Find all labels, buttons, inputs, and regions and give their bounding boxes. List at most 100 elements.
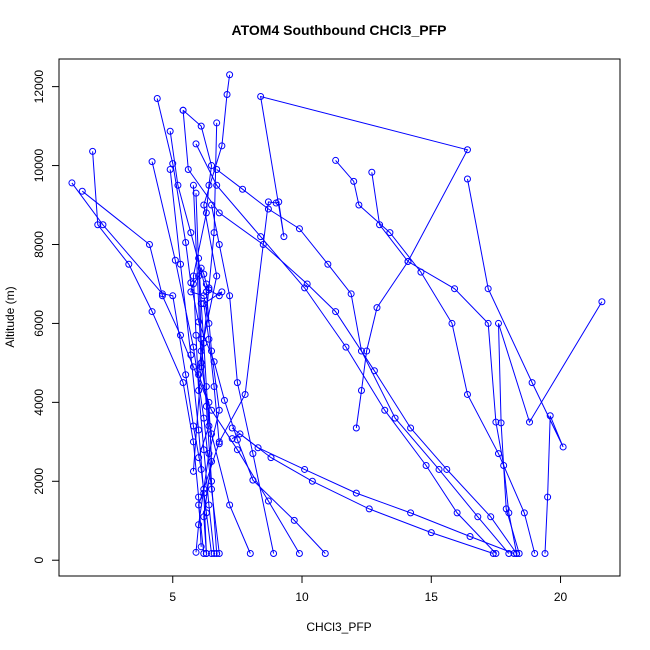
data-point — [233, 446, 241, 454]
data-point — [213, 272, 221, 280]
data-point — [197, 359, 205, 367]
data-point — [215, 292, 223, 300]
data-point — [205, 501, 213, 509]
data-point — [210, 229, 218, 237]
data-point — [210, 550, 218, 558]
data-point — [195, 426, 203, 434]
series-layer — [68, 71, 606, 558]
data-point — [208, 550, 216, 558]
data-point — [352, 489, 360, 497]
data-point — [213, 181, 221, 189]
data-point — [598, 298, 606, 306]
series-15 — [78, 187, 303, 558]
data-point — [189, 181, 197, 189]
data-point — [494, 319, 502, 327]
series-8 — [463, 175, 567, 558]
data-point — [205, 422, 213, 430]
series-9 — [368, 168, 521, 558]
data-point — [202, 383, 210, 391]
data-point — [215, 440, 223, 448]
data-point — [270, 550, 278, 558]
data-point — [510, 550, 518, 558]
data-point — [187, 288, 195, 296]
series-16 — [89, 147, 205, 551]
data-point — [166, 127, 174, 135]
data-point — [463, 175, 471, 183]
data-point — [544, 493, 552, 501]
series-line — [371, 172, 518, 554]
data-point — [78, 187, 86, 195]
data-point — [226, 71, 234, 79]
data-point — [451, 285, 459, 293]
data-point — [489, 550, 497, 558]
data-point — [466, 533, 474, 541]
series-line — [71, 182, 212, 554]
data-point — [197, 543, 205, 551]
data-point — [202, 550, 210, 558]
data-point — [220, 396, 228, 404]
series-14 — [208, 201, 278, 558]
series-6 — [192, 140, 500, 558]
data-point — [391, 414, 399, 422]
data-point — [352, 424, 360, 432]
data-point — [443, 465, 451, 473]
series-2 — [195, 71, 234, 558]
data-point — [407, 424, 415, 432]
data-point — [376, 221, 384, 229]
series-23 — [192, 189, 221, 558]
data-point — [182, 371, 190, 379]
data-point — [497, 419, 505, 427]
series-line — [467, 178, 564, 554]
data-point — [195, 493, 203, 501]
data-point — [249, 450, 257, 458]
data-point — [148, 158, 156, 166]
data-point — [381, 406, 389, 414]
data-point — [239, 185, 247, 193]
data-point — [404, 257, 412, 265]
series-12 — [228, 424, 518, 558]
data-point — [365, 505, 373, 513]
data-point — [484, 319, 492, 327]
series-line — [195, 143, 497, 554]
series-line — [192, 185, 251, 554]
data-point — [474, 513, 482, 521]
data-point — [259, 240, 267, 248]
x-tick-label: 10 — [295, 590, 309, 604]
data-point — [241, 390, 249, 398]
data-point — [195, 272, 203, 280]
data-point — [213, 166, 221, 174]
x-tick-label: 15 — [425, 590, 439, 604]
data-point — [189, 467, 197, 475]
y-tick-label: 0 — [32, 557, 46, 564]
data-point — [363, 347, 371, 355]
data-point — [487, 513, 495, 521]
data-point — [171, 256, 179, 264]
y-axis-label: Altitude (m) — [3, 286, 17, 347]
data-point — [202, 402, 210, 410]
data-point — [169, 160, 177, 168]
data-point — [200, 292, 208, 300]
series-line — [151, 161, 220, 554]
data-point — [205, 319, 213, 327]
data-point — [357, 347, 365, 355]
data-point — [448, 319, 456, 327]
series-line — [211, 204, 275, 554]
series-3 — [68, 179, 216, 558]
data-point — [520, 509, 528, 517]
data-point — [342, 343, 350, 351]
data-point — [218, 142, 226, 150]
data-point — [264, 205, 272, 213]
data-point — [308, 477, 316, 485]
data-point — [422, 461, 430, 469]
data-point — [174, 181, 182, 189]
x-tick-label: 20 — [554, 590, 568, 604]
data-point — [267, 454, 275, 462]
data-point — [275, 198, 283, 206]
data-point — [324, 260, 332, 268]
data-point — [463, 146, 471, 154]
data-point — [515, 550, 523, 558]
data-point — [233, 379, 241, 387]
data-point — [68, 179, 76, 187]
data-point — [202, 280, 210, 288]
